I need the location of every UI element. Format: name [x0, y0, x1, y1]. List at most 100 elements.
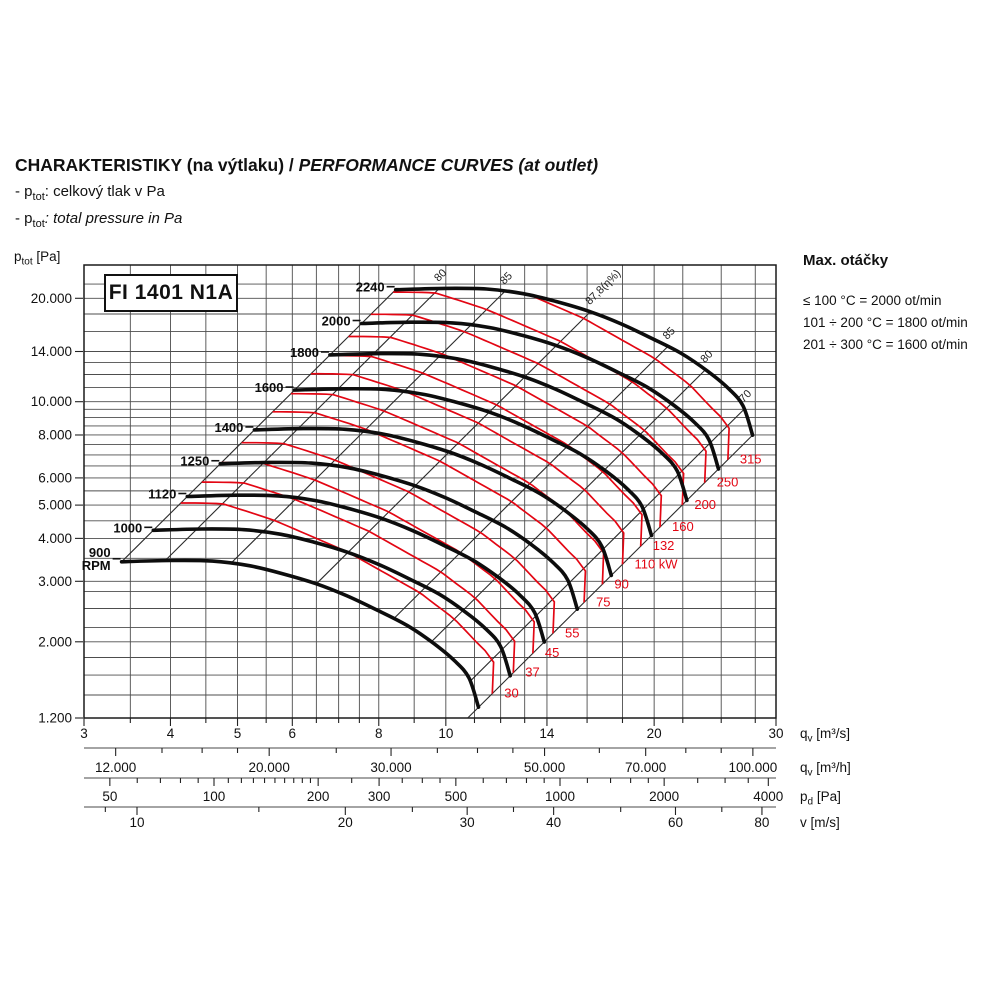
- max-speed-line: 101 ÷ 200 °C = 1800 ot/min: [803, 315, 968, 330]
- rpm-label-1120: 1120: [148, 487, 176, 502]
- y-axis-tick-label: 10.000: [31, 394, 72, 409]
- efficiency-boundary-line: [121, 289, 397, 563]
- efficiency-line-80: [430, 369, 706, 643]
- axis-tick-label: 300: [368, 789, 391, 804]
- y-axis-title: ptot [Pa]: [14, 249, 60, 268]
- axis-tick-label: 100: [203, 789, 226, 804]
- axis-tick-label: 50.000: [524, 760, 565, 775]
- axis-tick-label: 20: [647, 726, 662, 741]
- power-curve-315kw: [530, 294, 730, 460]
- efficiency-line-80: [164, 288, 440, 561]
- power-label-90kw: 90: [614, 576, 628, 591]
- rpm-label-1000: 1000: [113, 520, 142, 535]
- power-curve-110kw: [310, 372, 625, 565]
- axis-tick-label: 500: [445, 789, 468, 804]
- axis-tick-label: 12.000: [95, 760, 136, 775]
- y-axis-tick-label: 4.000: [38, 531, 72, 546]
- rpm-curve-900: [119, 558, 481, 709]
- max-speed-line: 201 ÷ 300 °C = 1600 ot/min: [803, 337, 968, 352]
- power-curve-45kw: [221, 461, 536, 654]
- axis-tick-label: 10: [438, 726, 453, 741]
- legend-text: : total pressure in Pa: [44, 210, 183, 227]
- power-label-250kw: 250: [717, 475, 739, 490]
- rpm-curve-1000: [151, 527, 512, 678]
- rpm-curve-1120: [185, 493, 547, 644]
- page-header: CHARAKTERISTIKY (na výtlaku) / PERFORMAN…: [15, 155, 855, 230]
- power-label-75kw: 75: [596, 594, 610, 609]
- power-curve-75kw: [272, 410, 587, 603]
- max-speed-lines: ≤ 100 °C = 2000 ot/min 101 ÷ 200 °C = 18…: [803, 290, 998, 356]
- rpm-curve-1400: [252, 426, 614, 578]
- y-axis-tick-label: 20.000: [31, 291, 72, 306]
- plot-frame: [83, 264, 777, 719]
- power-label-45kw: 45: [545, 645, 559, 660]
- axis-tick-label: 200: [307, 789, 330, 804]
- title-separator: /: [284, 155, 299, 175]
- axis-tick-label: 8: [375, 726, 383, 741]
- legend-symbol: - p: [15, 183, 33, 200]
- max-speed-title: Max. otáčky: [803, 252, 889, 269]
- power-curve-160kw: [348, 335, 663, 528]
- legend-subscript: tot: [32, 218, 45, 230]
- axis-tick-label: 6: [289, 726, 297, 741]
- power-curve-200kw: [370, 313, 685, 505]
- rpm-unit-label: RPM: [82, 558, 111, 573]
- axis-tick-label: 40: [546, 815, 561, 830]
- legend-text: : celkový tlak v Pa: [44, 183, 165, 200]
- axis-tick-label: 70.000: [625, 760, 666, 775]
- rpm-curve-1800: [328, 351, 689, 503]
- power-label-110kw: 110 kW: [634, 556, 678, 571]
- axis-title-qv-m3h: qv [m³/h]: [800, 760, 851, 779]
- axis-tick-label: 3: [80, 726, 88, 741]
- legend-line-english: - ptot: total pressure in Pa: [15, 210, 855, 230]
- axis-tick-label: 100.000: [728, 760, 777, 775]
- axis-qv-m3h: 12.000 20.000 30.000 50.000 70.000 100.000 qv …: [84, 747, 851, 779]
- efficiency-label: 87,8(η%): [583, 268, 623, 308]
- model-label-box: FI 1401 N1A: [104, 274, 238, 312]
- efficiency-line-878: [315, 311, 591, 585]
- power-curve-37kw: [201, 481, 516, 673]
- power-label-30kw: 30: [504, 686, 518, 701]
- power-curve-250kw: [393, 291, 707, 483]
- axis-tick-label: 10: [129, 815, 144, 830]
- axis-qv-m3s: 3 4 5 6 8 10 14 20 30 qv [m³/s]: [80, 718, 850, 745]
- rpm-curve-2240: [393, 286, 755, 437]
- power-label-160kw: 160: [672, 519, 694, 534]
- y-axis-tick-label: 8.000: [38, 427, 72, 442]
- axis-tick-label: 20: [338, 815, 353, 830]
- max-speed-panel: Max. otáčky ≤ 100 °C = 2000 ot/min 101 ÷…: [803, 252, 998, 356]
- axis-tick-label: 1000: [545, 789, 575, 804]
- axis-tick-label: 4: [167, 726, 175, 741]
- power-label-315kw: 315: [740, 452, 762, 467]
- rpm-label-1250: 1250: [180, 454, 209, 469]
- efficiency-label: 80: [432, 267, 449, 284]
- efficiency-line-85: [230, 290, 506, 564]
- efficiency-line-85: [393, 346, 669, 619]
- rpm-curve-2000: [359, 320, 721, 471]
- max-speed-line: ≤ 100 °C = 2000 ot/min: [803, 293, 942, 308]
- axis-title-qv-m3s: qv [m³/s]: [800, 726, 850, 745]
- model-label: FI 1401 N1A: [108, 281, 234, 304]
- axis-tick-label: 50: [102, 789, 117, 804]
- power-label-132kw: 132: [653, 538, 675, 553]
- rpm-curve-1600: [292, 386, 654, 538]
- axis-tick-label: 4000: [753, 789, 783, 804]
- title-english: PERFORMANCE CURVES (at outlet): [298, 155, 599, 175]
- axis-tick-label: 14: [539, 726, 555, 741]
- rpm-label-900: 900: [89, 545, 111, 560]
- power-label-37kw: 37: [525, 665, 539, 680]
- axis-tick-label: 60: [668, 815, 683, 830]
- rpm-label-1800: 1800: [290, 345, 319, 360]
- axis-v-ms: 10 20 30 40 60 80 v [m/s]: [84, 806, 840, 830]
- axis-pd-pa: 50 100 200 300 500 1000 2000 4000 pd [Pa]: [84, 777, 841, 808]
- rpm-label-1400: 1400: [214, 420, 243, 435]
- axis-title-pd-pa: pd [Pa]: [800, 789, 841, 808]
- y-axis-tick-label: 1.200: [38, 711, 72, 726]
- title-czech: CHARAKTERISTIKY (na výtlaku): [15, 155, 285, 175]
- y-axis-tick-label: 5.000: [38, 498, 72, 513]
- rpm-label-2240: 2240: [356, 280, 385, 295]
- y-axis-tick-label: 3.000: [38, 574, 72, 589]
